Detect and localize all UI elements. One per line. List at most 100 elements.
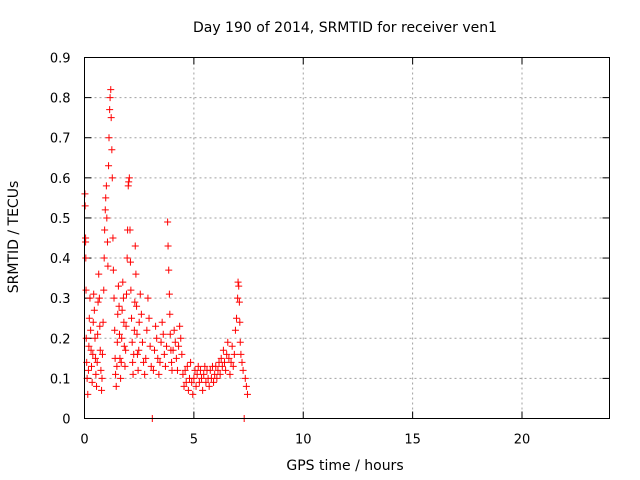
data-point — [187, 358, 195, 366]
data-point — [114, 310, 122, 318]
data-point — [129, 370, 137, 378]
data-point — [89, 318, 97, 326]
data-point — [134, 366, 142, 374]
data-point — [157, 338, 165, 346]
data-point — [143, 326, 151, 334]
data-point — [122, 346, 130, 354]
data-point — [210, 378, 218, 386]
data-point — [113, 338, 121, 346]
data-point — [188, 378, 196, 386]
data-point — [133, 302, 141, 310]
data-point — [86, 294, 94, 302]
data-point — [118, 306, 126, 314]
data-point — [234, 294, 242, 302]
data-point — [130, 326, 138, 334]
data-point — [117, 358, 125, 366]
data-point — [112, 382, 120, 390]
data-point — [166, 330, 174, 338]
data-point — [230, 350, 238, 358]
data-point — [228, 342, 236, 350]
data-point — [106, 94, 114, 102]
chart-title: Day 190 of 2014, SRMTID for receiver ven… — [193, 20, 497, 36]
data-point — [94, 298, 102, 306]
data-point — [243, 390, 251, 398]
data-point — [101, 206, 109, 214]
data-point — [133, 350, 141, 358]
data-point — [217, 354, 225, 362]
data-point — [85, 314, 93, 322]
data-point — [226, 370, 234, 378]
data-point — [101, 226, 109, 234]
data-point — [113, 362, 121, 370]
data-point — [98, 374, 106, 382]
y-axis-label: SRMTID / TECUs — [6, 181, 22, 294]
data-point — [129, 358, 137, 366]
y-tick-label: 0.9 — [50, 52, 71, 67]
data-point — [100, 254, 108, 262]
data-point — [132, 270, 140, 278]
data-point — [231, 326, 239, 334]
data-point — [102, 194, 110, 202]
data-point — [118, 334, 126, 342]
data-point — [121, 362, 129, 370]
data-point — [109, 266, 117, 274]
x-axis-label: GPS time / hours — [286, 458, 403, 474]
data-point — [177, 334, 185, 342]
data-point — [173, 366, 181, 374]
data-point — [184, 386, 192, 394]
data-point — [85, 342, 93, 350]
data-point — [103, 214, 111, 222]
data-point — [91, 354, 99, 362]
data-point — [165, 266, 173, 274]
data-point — [105, 134, 113, 142]
data-point — [94, 330, 102, 338]
data-point — [82, 334, 90, 342]
data-point — [112, 370, 120, 378]
data-point — [163, 342, 171, 350]
data-point — [144, 294, 152, 302]
data-point — [122, 322, 130, 330]
data-point — [178, 350, 186, 358]
data-point — [110, 294, 118, 302]
data-point — [205, 382, 213, 390]
data-point — [93, 382, 101, 390]
x-tick-label: 20 — [514, 433, 531, 448]
data-point — [82, 238, 90, 246]
data-point — [195, 378, 203, 386]
data-point — [159, 330, 167, 338]
data-point — [135, 318, 143, 326]
data-point — [165, 290, 173, 298]
data-point — [116, 354, 124, 362]
data-point — [147, 362, 155, 370]
data-point — [114, 282, 122, 290]
data-point — [216, 370, 224, 378]
data-point — [146, 342, 154, 350]
data-point — [128, 338, 136, 346]
data-point — [127, 286, 135, 294]
data-point — [138, 338, 146, 346]
y-tick-label: 0.4 — [50, 252, 71, 267]
data-point — [135, 346, 143, 354]
data-point — [131, 242, 139, 250]
data-point — [82, 254, 90, 262]
data-point — [141, 370, 149, 378]
data-point — [239, 366, 247, 374]
data-point — [109, 234, 117, 242]
data-point — [164, 242, 172, 250]
data-point — [125, 174, 133, 182]
data-point — [103, 238, 111, 246]
data-point — [95, 294, 103, 302]
data-point — [106, 106, 114, 114]
data-point — [183, 362, 191, 370]
data-point — [119, 278, 127, 286]
data-point — [193, 370, 201, 378]
data-point — [131, 298, 139, 306]
data-point — [133, 330, 141, 338]
data-point — [206, 366, 214, 374]
data-point — [171, 338, 179, 346]
data-point — [119, 294, 127, 302]
data-point — [213, 374, 221, 382]
data-point — [180, 382, 188, 390]
data-point — [120, 318, 128, 326]
y-tick-label: 0.2 — [50, 332, 71, 347]
